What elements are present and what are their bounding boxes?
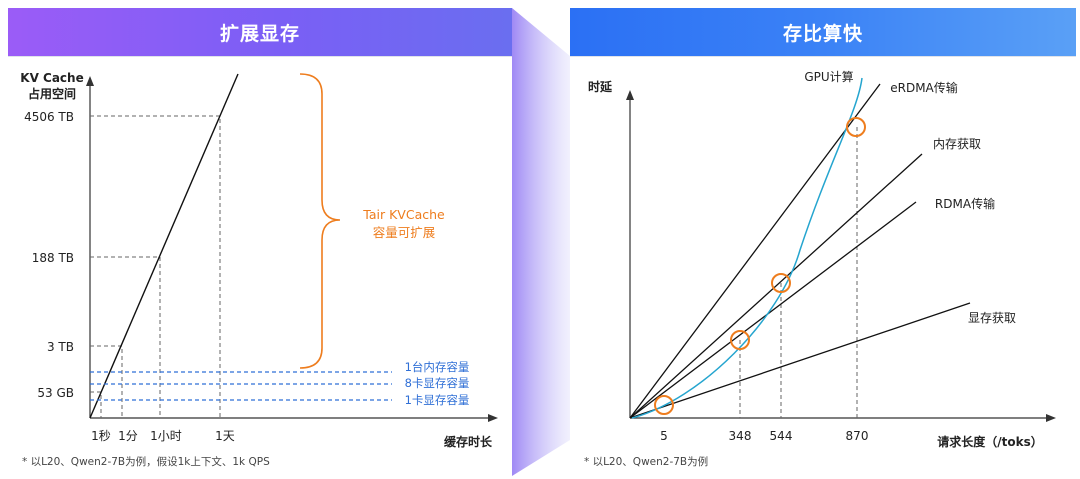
right-x-tick-348: 348 bbox=[729, 429, 752, 443]
left-y-tick-4506tb: 4506 TB bbox=[24, 110, 74, 124]
capacity-label-8-gpu: 8卡显存容量 bbox=[405, 376, 470, 390]
left-panel-title: 扩展显存 bbox=[8, 8, 512, 56]
series-label-gpu-compute: GPU计算 bbox=[804, 69, 853, 84]
left-x-tick-1h: 1小时 bbox=[150, 429, 182, 443]
capacity-label-1-gpu: 1卡显存容量 bbox=[405, 393, 470, 407]
crossover-markers bbox=[654, 117, 866, 415]
left-x-axis-arrow bbox=[488, 414, 498, 422]
crossover-circle-870 bbox=[846, 117, 866, 137]
brace-label-line2: 容量可扩展 bbox=[373, 225, 436, 240]
series-memory-line bbox=[629, 153, 923, 419]
right-panel-title: 存比算快 bbox=[570, 8, 1076, 56]
left-x-tick-1s: 1秒 bbox=[91, 429, 111, 443]
capacity-lines bbox=[90, 371, 392, 401]
left-y-tick-188tb: 188 TB bbox=[32, 251, 74, 265]
series-label-erdma: eRDMA传输 bbox=[890, 80, 958, 95]
series-label-memory: 内存获取 bbox=[933, 137, 981, 151]
panel-connector bbox=[512, 8, 570, 476]
crossover-circle-544 bbox=[771, 273, 791, 293]
right-footnote: * 以L20、Qwen2-7B为例 bbox=[584, 456, 709, 468]
series-label-rdma: RDMA传输 bbox=[935, 196, 995, 211]
series-gpumem-line bbox=[629, 302, 971, 419]
series-rdma-line bbox=[629, 201, 917, 419]
brace-label-line1: Tair KVCache bbox=[362, 207, 445, 222]
left-x-tick-1min: 1分 bbox=[118, 429, 138, 443]
left-x-axis-label: 缓存时长 bbox=[444, 434, 493, 449]
right-x-tick-544: 544 bbox=[770, 429, 793, 443]
capacity-label-1-server: 1台内存容量 bbox=[405, 360, 470, 374]
right-x-axis-arrow bbox=[1046, 414, 1056, 422]
left-y-tick-53gb: 53 GB bbox=[37, 386, 74, 400]
left-y-tick-3tb: 3 TB bbox=[47, 340, 74, 354]
right-x-tick-5: 5 bbox=[660, 429, 668, 443]
crossover-circle-348 bbox=[730, 330, 750, 350]
left-y-axis-label-line2: 占用空间 bbox=[28, 86, 76, 101]
left-title-divider bbox=[8, 56, 512, 57]
left-series-line bbox=[89, 73, 239, 419]
left-x-tick-1d: 1天 bbox=[215, 429, 235, 443]
right-y-axis-arrow bbox=[626, 90, 634, 100]
right-chart: 时延 请求长度（/toks） GPU计算 eRDMA传输 内存获取 RDMA传输… bbox=[588, 69, 1056, 449]
left-chart: KV Cache 占用空间 缓存时长 4506 TB 188 TB 3 TB 5… bbox=[20, 71, 498, 449]
right-title-divider bbox=[570, 56, 1076, 57]
crossover-circle-5 bbox=[654, 395, 674, 415]
right-x-axis-label: 请求长度（/toks） bbox=[937, 434, 1043, 449]
series-erdma-line bbox=[629, 83, 881, 419]
capacity-brace bbox=[299, 73, 341, 369]
left-y-axis-arrow bbox=[86, 76, 94, 86]
right-guides bbox=[739, 127, 858, 418]
left-y-axis-label-line1: KV Cache bbox=[20, 71, 83, 85]
right-y-axis-label: 时延 bbox=[588, 79, 613, 94]
series-label-gpumem: 显存获取 bbox=[968, 311, 1016, 325]
left-footnote: * 以L20、Qwen2-7B为例，假设1k上下文、1k QPS bbox=[22, 456, 270, 468]
series-gpu-compute-curve bbox=[631, 77, 863, 419]
guide-3tb bbox=[90, 345, 123, 418]
right-x-tick-870: 870 bbox=[846, 429, 869, 443]
